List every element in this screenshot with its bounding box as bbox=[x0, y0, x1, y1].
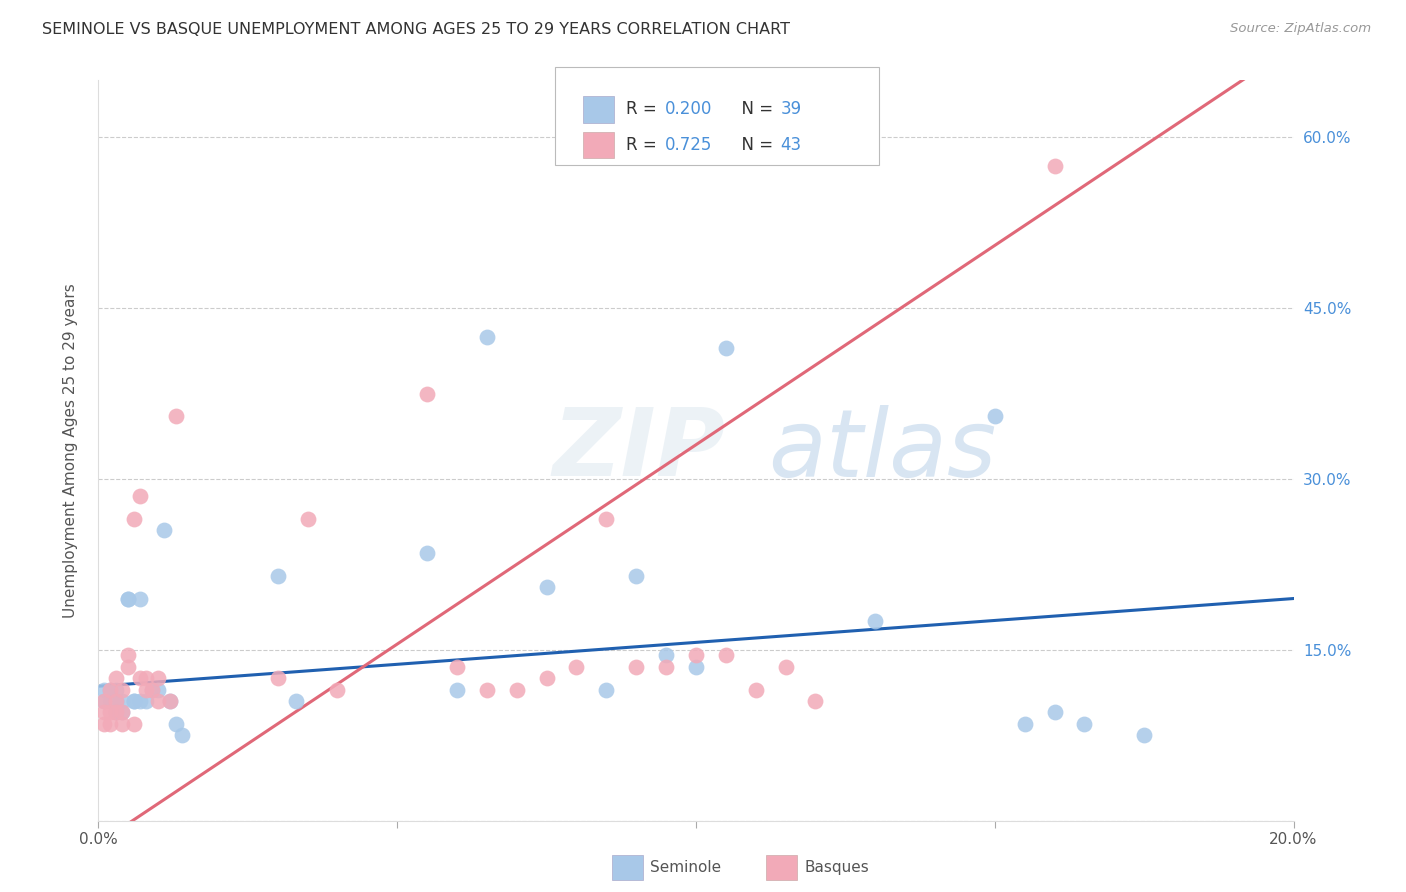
Text: 39: 39 bbox=[780, 100, 801, 119]
Point bbox=[148, 682, 170, 697]
Point bbox=[1014, 716, 1036, 731]
Point bbox=[475, 329, 498, 343]
Point bbox=[111, 706, 134, 720]
Point bbox=[506, 682, 529, 697]
Point bbox=[984, 409, 1007, 424]
Point bbox=[1043, 159, 1066, 173]
Point bbox=[326, 682, 349, 697]
Point bbox=[595, 682, 617, 697]
Text: atlas: atlas bbox=[768, 405, 995, 496]
Point bbox=[93, 716, 115, 731]
Point bbox=[141, 682, 163, 697]
Point bbox=[98, 716, 122, 731]
Point bbox=[446, 660, 468, 674]
Point bbox=[446, 682, 468, 697]
Point bbox=[105, 671, 128, 685]
Point bbox=[141, 682, 163, 697]
Text: Seminole: Seminole bbox=[650, 861, 721, 875]
Text: ZIP: ZIP bbox=[553, 404, 725, 497]
Point bbox=[1133, 728, 1156, 742]
Point bbox=[565, 660, 588, 674]
Point bbox=[98, 694, 122, 708]
Text: N =: N = bbox=[731, 136, 779, 154]
Text: 43: 43 bbox=[780, 136, 801, 154]
Point bbox=[416, 546, 439, 560]
Point bbox=[111, 694, 134, 708]
Point bbox=[804, 694, 827, 708]
Point bbox=[129, 694, 152, 708]
Point bbox=[1043, 706, 1066, 720]
Point bbox=[117, 591, 139, 606]
Point bbox=[117, 591, 139, 606]
Point bbox=[124, 694, 146, 708]
Point bbox=[129, 591, 152, 606]
Point bbox=[93, 682, 115, 697]
Point bbox=[135, 682, 157, 697]
Point bbox=[685, 660, 707, 674]
Point bbox=[129, 489, 152, 503]
Point bbox=[105, 682, 128, 697]
Text: R =: R = bbox=[626, 136, 662, 154]
Point bbox=[153, 523, 176, 537]
Point bbox=[124, 716, 146, 731]
Text: Source: ZipAtlas.com: Source: ZipAtlas.com bbox=[1230, 22, 1371, 36]
Point bbox=[105, 706, 128, 720]
Point bbox=[655, 648, 678, 663]
Point bbox=[93, 694, 115, 708]
Point bbox=[165, 716, 187, 731]
Point bbox=[165, 409, 187, 424]
Point bbox=[98, 682, 122, 697]
Y-axis label: Unemployment Among Ages 25 to 29 years: Unemployment Among Ages 25 to 29 years bbox=[63, 283, 77, 618]
Point bbox=[714, 648, 737, 663]
Text: SEMINOLE VS BASQUE UNEMPLOYMENT AMONG AGES 25 TO 29 YEARS CORRELATION CHART: SEMINOLE VS BASQUE UNEMPLOYMENT AMONG AG… bbox=[42, 22, 790, 37]
Point bbox=[655, 660, 678, 674]
Point bbox=[148, 694, 170, 708]
Point bbox=[124, 694, 146, 708]
Point bbox=[267, 671, 290, 685]
Point bbox=[475, 682, 498, 697]
Point bbox=[111, 716, 134, 731]
Point bbox=[111, 706, 134, 720]
Point bbox=[135, 694, 157, 708]
Point bbox=[745, 682, 768, 697]
Point bbox=[148, 671, 170, 685]
Point bbox=[865, 615, 887, 629]
Point bbox=[267, 568, 290, 582]
Point bbox=[172, 728, 194, 742]
Point bbox=[105, 694, 128, 708]
Point bbox=[124, 512, 146, 526]
Point bbox=[536, 580, 558, 594]
Point bbox=[595, 512, 617, 526]
Point bbox=[93, 706, 115, 720]
Point bbox=[626, 568, 648, 582]
Point bbox=[1073, 716, 1095, 731]
Point bbox=[105, 706, 128, 720]
Point bbox=[536, 671, 558, 685]
Point bbox=[98, 706, 122, 720]
Text: N =: N = bbox=[731, 100, 779, 119]
Text: Basques: Basques bbox=[804, 861, 869, 875]
Point bbox=[111, 682, 134, 697]
Point bbox=[284, 694, 307, 708]
Text: 0.200: 0.200 bbox=[665, 100, 713, 119]
Point bbox=[685, 648, 707, 663]
Text: R =: R = bbox=[626, 100, 662, 119]
Point bbox=[416, 386, 439, 401]
Point bbox=[159, 694, 181, 708]
Point bbox=[117, 660, 139, 674]
Point bbox=[117, 648, 139, 663]
Point bbox=[105, 694, 128, 708]
Point bbox=[626, 660, 648, 674]
Point bbox=[129, 671, 152, 685]
Point bbox=[135, 671, 157, 685]
Point bbox=[775, 660, 797, 674]
Point bbox=[159, 694, 181, 708]
Point bbox=[98, 682, 122, 697]
Point bbox=[714, 341, 737, 355]
Point bbox=[297, 512, 319, 526]
Text: 0.725: 0.725 bbox=[665, 136, 713, 154]
Point bbox=[93, 694, 115, 708]
